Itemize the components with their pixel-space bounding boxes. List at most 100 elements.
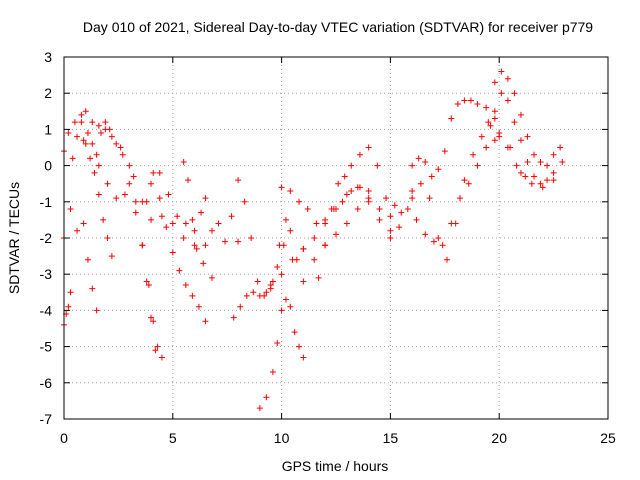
data-point <box>193 245 200 252</box>
data-point <box>443 256 450 263</box>
data-point <box>89 119 96 126</box>
data-point <box>498 68 505 75</box>
data-point <box>113 140 120 147</box>
data-point <box>274 339 281 346</box>
data-point <box>89 140 96 147</box>
data-point <box>498 90 505 97</box>
data-point <box>404 206 411 213</box>
data-point <box>132 198 139 205</box>
data-point <box>84 256 91 263</box>
data-point <box>148 180 155 187</box>
series-arc-h <box>143 169 209 325</box>
data-point <box>387 213 394 220</box>
data-point <box>106 126 113 133</box>
data-point <box>256 405 263 412</box>
y-tick-label: -5 <box>40 339 53 355</box>
data-point <box>67 289 74 296</box>
data-point <box>524 158 531 165</box>
data-point <box>356 151 363 158</box>
data-point <box>467 97 474 104</box>
data-point <box>182 220 189 227</box>
chart-title: Day 010 of 2021, Sidereal Day-to-day VTE… <box>83 19 593 35</box>
data-point <box>117 144 124 151</box>
data-point <box>550 151 557 158</box>
series-arc-a <box>61 119 115 260</box>
data-point <box>269 278 276 285</box>
data-point <box>376 216 383 223</box>
data-point <box>430 238 437 245</box>
data-point <box>452 220 459 227</box>
data-point <box>254 278 261 285</box>
data-point <box>300 354 307 361</box>
data-point <box>230 314 237 321</box>
data-point <box>557 144 564 151</box>
series-arc-f <box>95 162 209 249</box>
data-point <box>522 173 529 180</box>
data-point <box>185 177 192 184</box>
data-point <box>278 184 285 191</box>
data-point <box>383 195 390 202</box>
data-point <box>333 231 339 238</box>
data-point <box>145 282 152 289</box>
data-point <box>67 206 74 213</box>
data-point <box>165 191 172 198</box>
data-point <box>156 195 163 202</box>
data-point <box>282 296 289 303</box>
data-point <box>139 242 146 249</box>
data-point <box>409 162 416 169</box>
series-arc-v <box>496 133 566 191</box>
data-point <box>69 155 76 162</box>
data-point <box>335 180 342 187</box>
data-point <box>126 180 133 187</box>
data-point <box>169 249 176 256</box>
data-point <box>322 242 329 249</box>
data-point <box>339 198 346 205</box>
data-point <box>158 213 165 220</box>
data-point <box>315 274 322 281</box>
data-point <box>343 220 350 227</box>
data-point <box>200 260 207 267</box>
data-point <box>278 271 285 278</box>
data-point <box>504 75 511 82</box>
series-arc-j <box>235 177 307 299</box>
data-point <box>396 224 403 231</box>
data-point <box>448 115 455 122</box>
data-point <box>387 235 394 241</box>
data-point <box>180 158 187 165</box>
data-point <box>348 187 355 194</box>
data-point <box>132 209 139 216</box>
data-point <box>91 169 98 176</box>
data-point <box>267 282 274 289</box>
data-point <box>274 263 281 270</box>
data-point <box>528 180 535 187</box>
data-point <box>474 162 481 169</box>
data-point <box>524 133 531 140</box>
data-point <box>426 195 433 202</box>
data-point <box>202 195 209 202</box>
data-point <box>65 303 72 310</box>
y-axis-label: SDTVAR / TECUs <box>6 182 22 294</box>
data-point <box>435 166 442 173</box>
data-point <box>507 144 514 151</box>
data-point <box>483 104 490 111</box>
data-point <box>539 184 546 191</box>
data-point <box>422 231 429 238</box>
data-point <box>413 216 420 223</box>
data-point <box>71 119 78 126</box>
data-point <box>311 235 318 241</box>
data-point <box>222 238 229 245</box>
y-tick-label: -3 <box>40 266 53 282</box>
data-point <box>474 101 481 108</box>
data-point <box>256 292 263 299</box>
data-point <box>483 144 490 151</box>
data-point <box>550 169 557 176</box>
data-point <box>156 169 163 176</box>
y-tick-label: 0 <box>44 158 52 174</box>
series-arc-s <box>409 122 529 263</box>
data-point <box>491 115 498 122</box>
series-arc-p <box>300 198 394 263</box>
data-point <box>296 198 303 205</box>
data-point <box>158 354 165 361</box>
data-point <box>409 195 416 202</box>
